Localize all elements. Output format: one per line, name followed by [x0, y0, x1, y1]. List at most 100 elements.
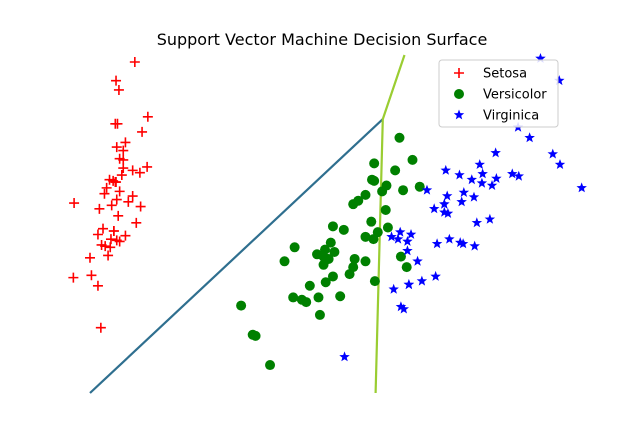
versicolor-point	[327, 221, 338, 232]
legend-label-setosa: Setosa	[483, 67, 527, 82]
versicolor-point	[394, 132, 405, 143]
decision-boundary-1	[89, 118, 384, 394]
setosa-point	[120, 137, 131, 148]
setosa-point	[95, 322, 106, 333]
virginica-point	[439, 198, 450, 209]
setosa-point	[68, 272, 79, 283]
versicolor-point	[368, 234, 379, 245]
virginica-point	[392, 233, 404, 244]
virginica-point	[421, 184, 433, 195]
virginica-point	[469, 240, 480, 251]
virginica-point	[468, 191, 480, 202]
setosa-point	[131, 217, 142, 228]
legend-box	[438, 59, 559, 128]
versicolor-point	[377, 186, 388, 197]
virginica-point	[386, 231, 397, 242]
versicolor-point	[360, 256, 371, 267]
setosa-point	[118, 145, 129, 156]
setosa-point	[92, 229, 103, 240]
versicolor-point	[329, 246, 340, 257]
versicolor-point	[338, 224, 349, 235]
versicolor-point	[360, 231, 371, 242]
legend-item-versicolor: Versicolor	[454, 88, 547, 103]
versicolor-point	[382, 222, 393, 233]
virginica-point	[535, 53, 546, 63]
versicolor-point	[344, 269, 355, 280]
setosa-point	[106, 200, 117, 211]
virginica-point	[403, 279, 415, 290]
virginica-point	[477, 168, 488, 179]
virginica-point	[524, 132, 535, 143]
virginica-point	[429, 203, 440, 214]
virginica-point	[339, 351, 350, 362]
versicolor-point	[296, 294, 307, 305]
virginica-point	[484, 213, 496, 224]
legend-item-setosa: Setosa	[454, 67, 527, 82]
versicolor-point	[312, 249, 323, 260]
setosa-point	[129, 56, 140, 67]
virginica-point	[454, 169, 465, 180]
setosa-point	[69, 198, 80, 209]
setosa-point	[127, 191, 138, 202]
decision-boundary-2	[374, 54, 406, 394]
setosa-point	[127, 165, 138, 176]
virginica-point	[398, 303, 409, 314]
versicolor-point	[335, 291, 346, 302]
series-versicolor	[236, 132, 425, 371]
virginica-point	[513, 170, 524, 181]
legend-marker-versicolor	[454, 89, 464, 99]
virginica-point	[395, 226, 406, 237]
legend-label-virginica: Virginica	[483, 109, 539, 124]
virginica-point	[405, 229, 417, 239]
versicolor-point	[288, 292, 299, 303]
versicolor-point	[289, 242, 300, 253]
versicolor-point	[279, 256, 290, 267]
setosa-point	[123, 196, 134, 207]
setosa-point	[116, 170, 127, 181]
virginica-point	[547, 148, 558, 159]
virginica-point	[402, 236, 413, 246]
setosa-point	[108, 225, 119, 236]
versicolor-point	[366, 216, 377, 227]
setosa-point	[103, 250, 114, 261]
setosa-point	[99, 188, 110, 199]
versicolor-point	[390, 165, 401, 176]
virginica-point	[554, 159, 566, 169]
versicolor-point	[407, 154, 418, 165]
versicolor-point	[398, 185, 409, 196]
decision-boundaries	[89, 54, 406, 394]
virginica-point	[486, 180, 498, 190]
setosa-point	[118, 154, 129, 165]
versicolor-point	[320, 277, 331, 288]
setosa-point	[134, 167, 145, 178]
virginica-point	[471, 217, 483, 228]
setosa-point	[113, 210, 124, 221]
virginica-point	[402, 245, 413, 256]
setosa-point	[101, 182, 112, 193]
chart-title: Support Vector Machine Decision Surface	[157, 30, 488, 49]
setosa-point	[142, 111, 153, 122]
virginica-point	[474, 159, 485, 169]
legend-marker-setosa	[454, 68, 464, 78]
virginica-point	[576, 182, 587, 193]
virginica-point	[395, 301, 407, 312]
virginica-point	[490, 147, 501, 158]
virginica-point	[466, 174, 477, 185]
versicolor-point	[236, 300, 247, 311]
setosa-point	[105, 242, 116, 253]
versicolor-point	[369, 158, 380, 169]
data-points	[68, 53, 587, 371]
setosa-point	[120, 230, 131, 241]
setosa-point	[111, 194, 122, 205]
setosa-point	[111, 75, 122, 86]
versicolor-point	[313, 292, 324, 303]
virginica-point	[491, 173, 502, 183]
virginica-point	[554, 75, 565, 86]
setosa-point	[114, 186, 125, 197]
setosa-point	[135, 201, 146, 212]
virginica-point	[444, 233, 455, 244]
virginica-point	[456, 196, 467, 207]
virginica-point	[430, 270, 441, 281]
versicolor-point	[349, 253, 360, 264]
virginica-point	[507, 168, 518, 179]
